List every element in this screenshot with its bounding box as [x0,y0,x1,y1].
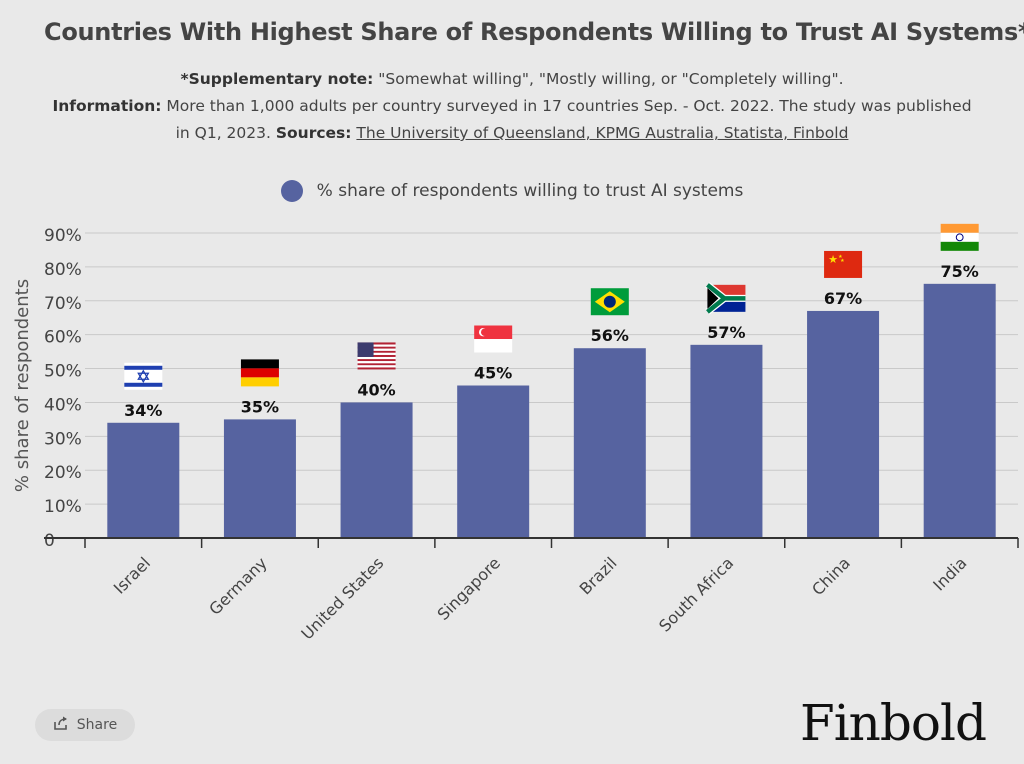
bar-china [807,310,880,538]
share-label: Share [76,717,118,733]
flag-stripe [357,350,396,353]
x-tick-label: India [929,553,970,594]
legend-marker [280,180,303,202]
flag-stripe [240,359,279,369]
y-tick-label: 10% [44,497,82,517]
information-label: Information: [52,97,162,115]
country-flags: ★ ★★ [124,223,979,390]
x-tick-label: Brazil [576,553,621,598]
flag-stripe [357,346,396,349]
sources-link[interactable]: The University of Queensland, KPMG Austr… [356,124,849,142]
flag-stripe [357,342,396,345]
data-label: 34% [124,401,162,420]
flag-star: ★ [838,254,843,260]
x-tick-label: South Africa [655,553,737,635]
y-tick-label: 40% [44,395,82,415]
x-tick-label: China [808,553,854,599]
flag-stripe [357,352,396,355]
bar-chart: ★ ★★ 34% 35% 40% 45% 56% 57% 67% 75% 0 10% 20% 30% 4… [12,223,1019,643]
flag-germany [240,359,279,387]
y-tick-label: 0 [44,531,55,551]
y-tick-label: 20% [44,463,82,483]
flag-united-states [357,342,396,370]
flag-china: ★ ★★ [824,250,863,278]
y-axis-title: % share of respondents [12,279,33,492]
data-label: 57% [707,323,745,342]
data-label: 35% [241,397,279,416]
flag-stripe [240,377,279,387]
flag-star [137,369,150,384]
flag-canton [357,342,374,357]
flag-stripe [357,361,396,364]
flag-brazil [590,288,629,316]
data-label: 67% [824,289,862,308]
flag-stripe [357,367,396,370]
flag-star: ★ [840,258,845,264]
data-label: 56% [591,326,629,345]
flag-stripe [940,223,979,233]
sources-note: in Q1, 2023. Sources: The University of … [0,124,1024,142]
bar-singapore [457,385,530,538]
data-labels: 34% 35% 40% 45% 56% 57% 67% 75% [124,262,979,420]
information-note: Information: More than 1,000 adults per … [0,97,1024,115]
legend-label: % share of respondents willing to trust … [316,181,744,201]
flag-stripe [357,354,396,357]
information-text-line1: More than 1,000 adults per country surve… [161,97,972,115]
flag-stripe [940,241,979,251]
x-tick-label: Germany [205,553,270,618]
finbold-logo: Finbold [800,694,987,752]
share-icon [53,716,69,734]
x-tick-label: United States [297,553,387,643]
supplementary-note-label: *Supplementary note: [180,70,374,88]
data-label: 75% [941,262,979,281]
chart-title: Countries With Highest Share of Responde… [44,18,1024,46]
bar-brazil [573,348,646,538]
flag-stripe [357,344,396,347]
bar-germany [223,419,296,538]
flag-israel [124,362,163,390]
flag-stripe [357,348,396,351]
y-tick-label: 30% [44,429,82,449]
flag-y [706,283,746,314]
bar-united-states [340,402,413,538]
x-tick-label: Israel [110,553,154,597]
flag-india [940,223,979,251]
bar-india [923,283,996,538]
bar-south-africa [690,344,763,538]
flag-star: ★ [828,253,838,266]
flag-stripe [357,359,396,362]
y-tick-label: 70% [44,294,82,314]
supplementary-note: *Supplementary note: "Somewhat willing",… [0,70,1024,88]
flag-stripe [124,365,163,370]
flag-south-africa [705,282,746,315]
supplementary-note-text: "Somewhat willing", "Mostly willing, or … [373,70,844,88]
flag-stripe [357,363,396,366]
sources-label: Sources: [275,124,352,142]
flag-stripe [357,356,396,360]
flag-field [824,250,863,278]
flag-stripe [474,339,513,353]
flag-globe [603,295,616,308]
data-label: 45% [474,364,512,383]
information-text-line2: in Q1, 2023. [175,124,276,142]
bars [107,283,996,538]
x-tick-label: Singapore [434,553,505,624]
flag-crescent [480,328,489,336]
flag-singapore [474,325,513,353]
data-label: 40% [357,380,395,399]
flag-stripe [940,232,979,242]
flag-stripe [124,382,163,387]
flag-stripe [240,368,279,378]
chart-legend[interactable]: % share of respondents willing to trust … [0,180,1024,202]
y-tick-label: 80% [44,260,82,280]
y-tick-label: 60% [44,328,82,348]
y-tick-label: 50% [44,362,82,382]
flag-wheel [955,233,964,242]
flag-stripe [357,365,396,368]
share-button[interactable]: Share [35,709,135,741]
flag-triangle [707,287,719,309]
y-tick-label: 90% [44,226,82,246]
bar-israel [107,422,180,538]
